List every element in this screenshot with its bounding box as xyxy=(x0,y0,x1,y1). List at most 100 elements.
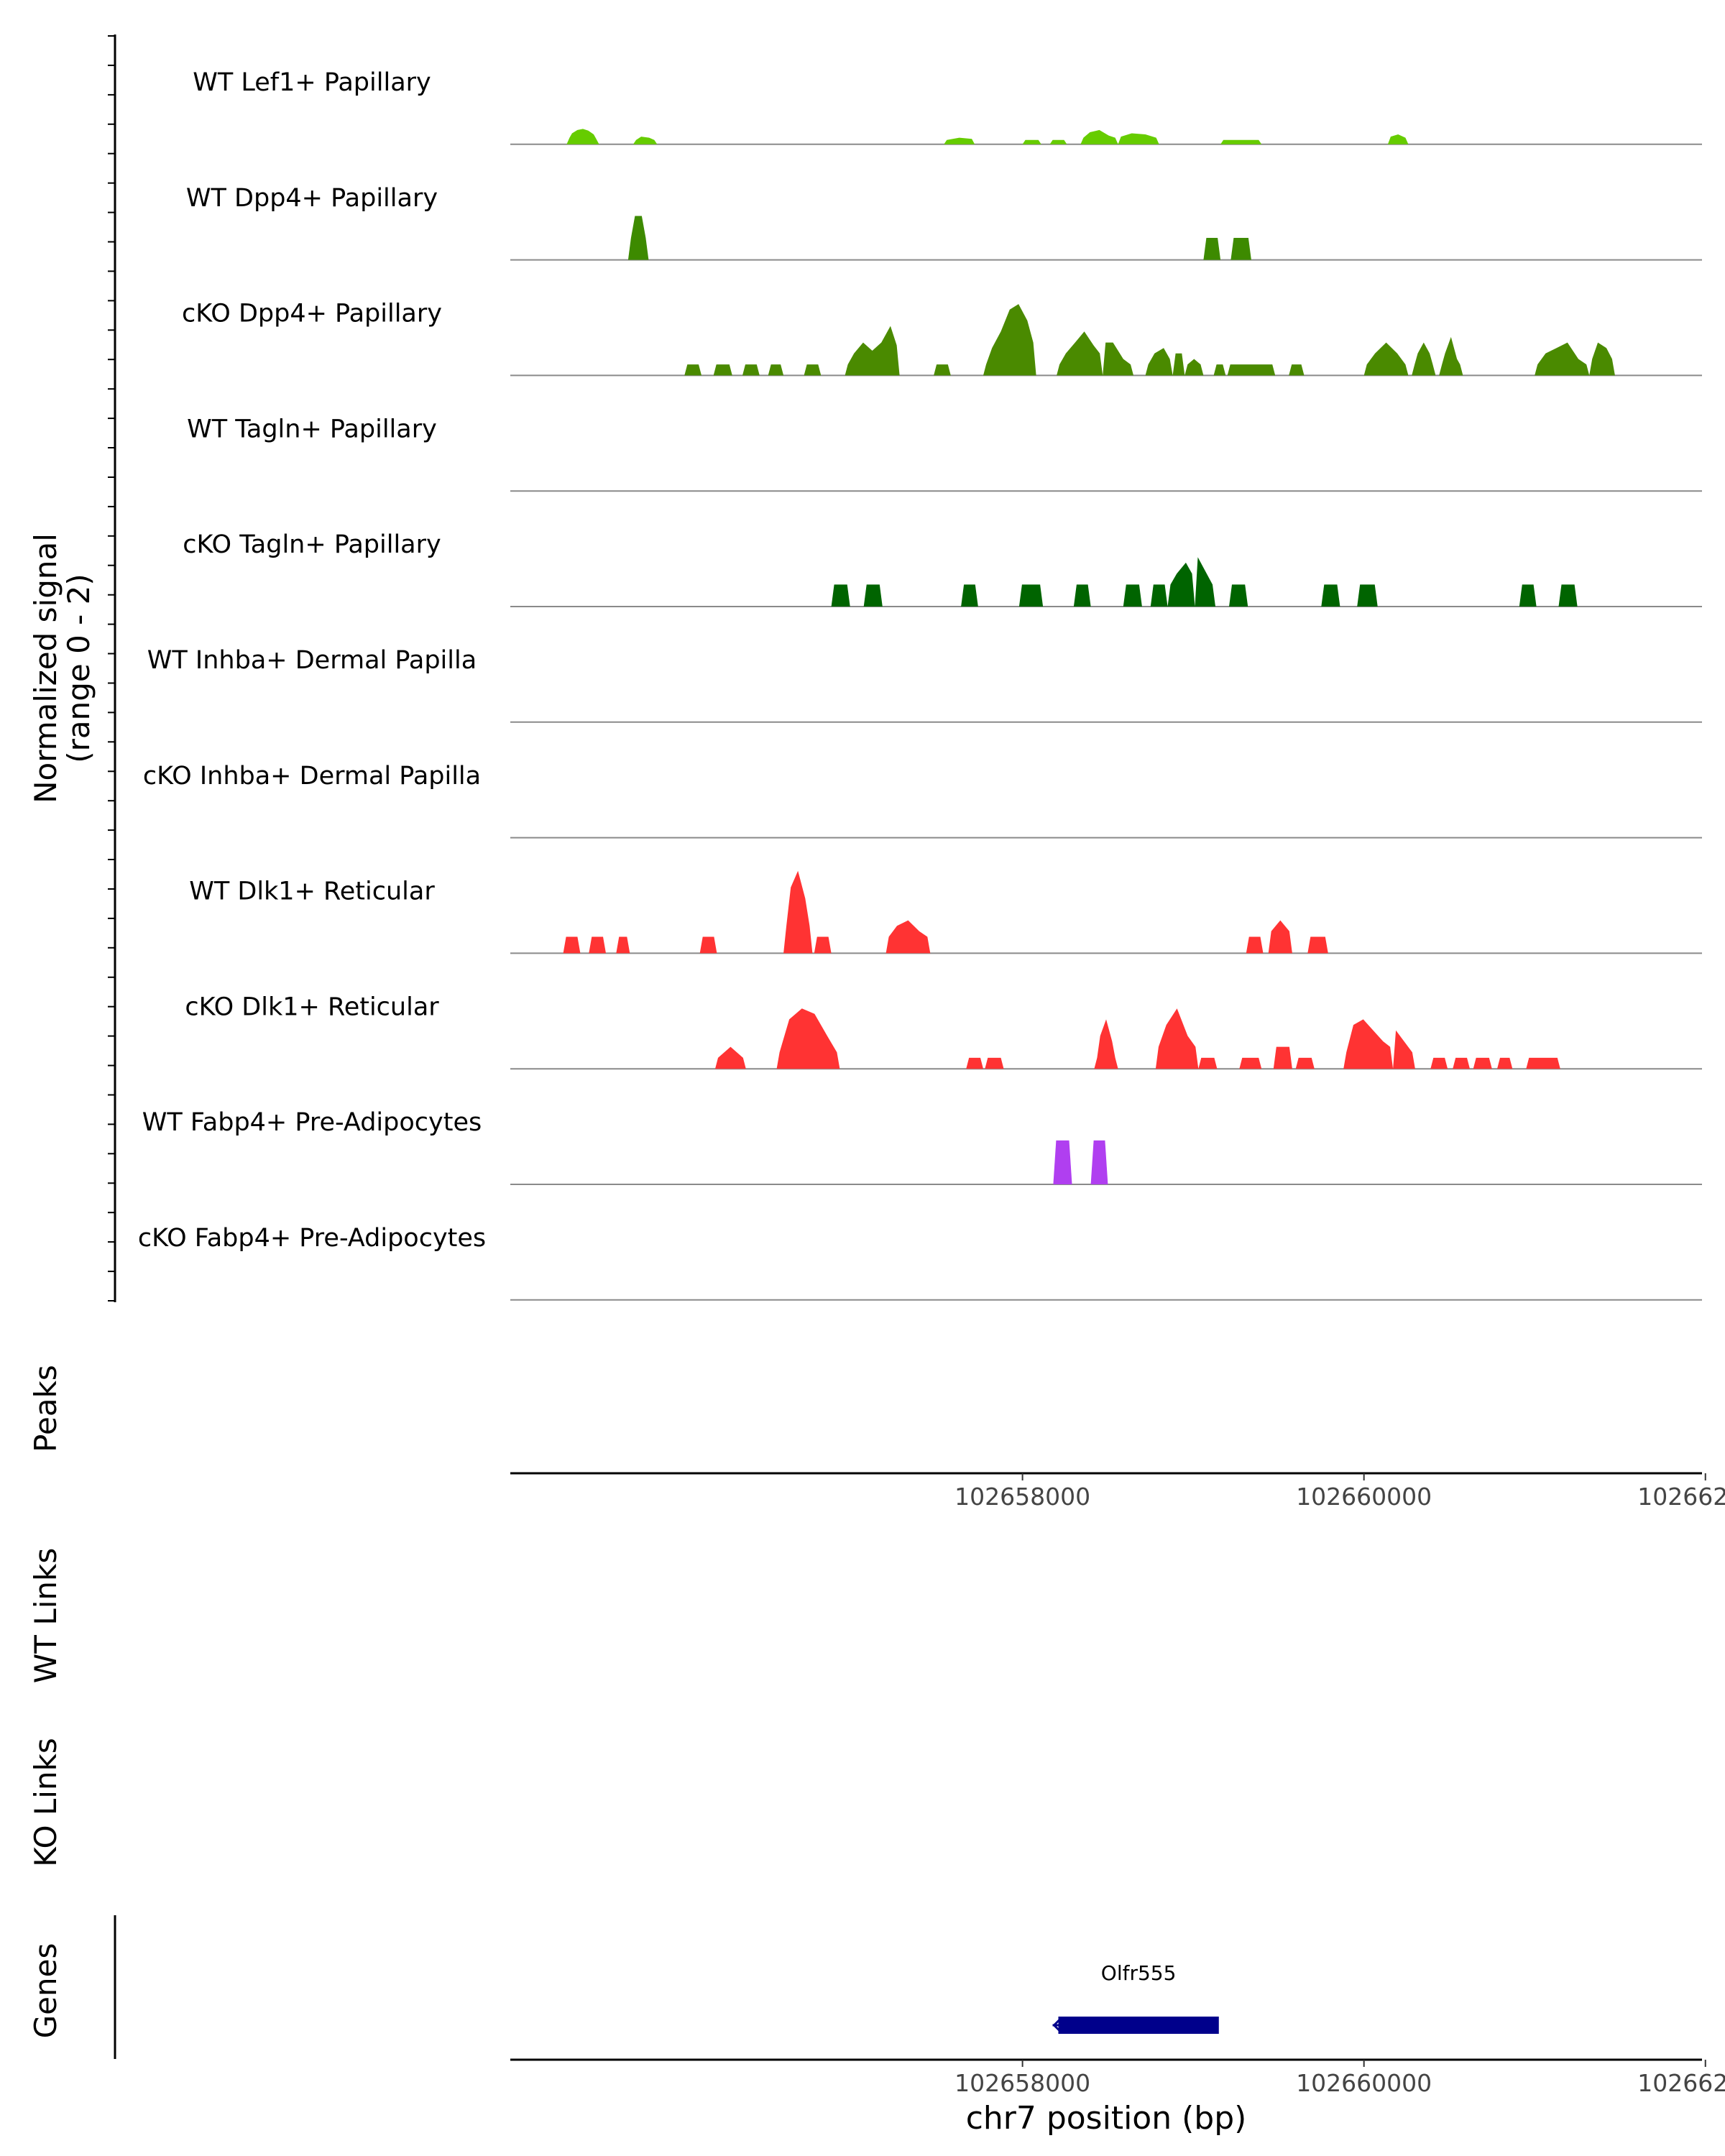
signal-area xyxy=(633,137,658,144)
x-axis-title: chr7 position (bp) xyxy=(966,2100,1247,2137)
track-label: cKO Dlk1+ Reticular xyxy=(185,992,439,1021)
genes-x-axis: 102658000 102660000 102662000 xyxy=(954,2060,1725,2097)
signal-area xyxy=(715,1046,746,1069)
gene-olfr555: Olfr555 xyxy=(1052,1961,1219,2034)
track-10: WT Fabp4+ Pre-Adipocytes xyxy=(142,1108,1702,1185)
signal-area xyxy=(1589,342,1615,376)
signal-area xyxy=(1363,342,1409,376)
x-tick-label: 102660000 xyxy=(1296,1483,1432,1511)
signal-area xyxy=(886,920,931,954)
x-tick-label: 102658000 xyxy=(954,1483,1090,1511)
track-label: cKO Inhba+ Dermal Papilla xyxy=(143,762,481,791)
track-7: cKO Inhba+ Dermal Papilla xyxy=(143,762,1702,839)
signal-area xyxy=(1273,1046,1292,1069)
track-8: WT Dlk1+ Reticular xyxy=(189,870,1702,954)
ko-links-panel-label: KO Links xyxy=(28,1738,63,1867)
track-5: cKO Tagln+ Papillary xyxy=(183,530,1702,607)
signal-area xyxy=(1526,1057,1560,1069)
track-label: WT Dlk1+ Reticular xyxy=(189,877,435,906)
track-11: cKO Fabp4+ Pre-Adipocytes xyxy=(138,1224,1702,1301)
coverage-y-axis-ticks xyxy=(108,35,115,1302)
signal-area xyxy=(1198,1057,1218,1069)
signal-area xyxy=(1150,584,1168,607)
track-9: cKO Dlk1+ Reticular xyxy=(185,992,1702,1070)
signal-area xyxy=(804,364,822,376)
genes-panel-label: Genes xyxy=(28,1943,63,2039)
signal-area xyxy=(1412,342,1436,376)
signal-area xyxy=(627,216,649,260)
signal-area xyxy=(1167,562,1195,607)
signal-area xyxy=(1321,584,1340,607)
track-label: cKO Dpp4+ Papillary xyxy=(182,300,442,328)
signal-area xyxy=(1213,364,1226,376)
wt-links-panel-label: WT Links xyxy=(28,1548,63,1683)
signal-area xyxy=(944,137,975,144)
signal-area xyxy=(1230,238,1251,260)
signal-area xyxy=(1090,1140,1108,1184)
gene-annotations: Olfr555 xyxy=(1052,1961,1219,2034)
signal-area xyxy=(1203,238,1221,260)
peaks-x-axis: 102658000 102660000 102662000 xyxy=(954,1473,1725,1511)
signal-area xyxy=(845,326,900,376)
signal-area xyxy=(863,584,883,607)
signal-area xyxy=(684,364,702,376)
signal-area xyxy=(1195,557,1215,607)
coverage-y-axis-sublabel: (range 0 - 2) xyxy=(61,573,96,763)
signal-area xyxy=(566,129,599,144)
signal-area xyxy=(1295,1057,1315,1069)
track-3: cKO Dpp4+ Papillary xyxy=(182,300,1702,377)
signal-area xyxy=(1155,1008,1199,1069)
coverage-tracks: WT Lef1+ Papillary WT Dpp4+ Papillary cKO … xyxy=(138,68,1702,1301)
signal-area xyxy=(1357,584,1378,607)
signal-area xyxy=(783,870,813,954)
track-1: WT Lef1+ Papillary xyxy=(193,68,1702,145)
signal-area xyxy=(831,584,850,607)
track-label: cKO Fabp4+ Pre-Adipocytes xyxy=(138,1224,486,1253)
track-6: WT Inhba+ Dermal Papilla xyxy=(147,646,1702,723)
signal-area xyxy=(1268,920,1292,954)
x-tick-label: 102662000 xyxy=(1637,1483,1725,1511)
track-label: WT Dpp4+ Papillary xyxy=(186,184,438,213)
signal-area xyxy=(1535,342,1590,376)
signal-area xyxy=(616,936,630,954)
signal-area xyxy=(1387,134,1409,144)
signal-area xyxy=(1239,1057,1262,1069)
track-label: WT Inhba+ Dermal Papilla xyxy=(147,646,477,675)
signal-area xyxy=(1118,133,1159,144)
signal-area xyxy=(1220,139,1262,144)
signal-area xyxy=(1497,1057,1513,1069)
signal-area xyxy=(1393,1030,1415,1069)
x-tick-label: 102662000 xyxy=(1637,2069,1725,2097)
track-label: WT Fabp4+ Pre-Adipocytes xyxy=(142,1108,482,1137)
track-4: WT Tagln+ Papillary xyxy=(187,415,1702,492)
signal-area xyxy=(1094,1019,1118,1069)
signal-area xyxy=(1227,364,1276,376)
signal-area xyxy=(1123,584,1142,607)
signal-area xyxy=(699,936,717,954)
signal-area xyxy=(1080,129,1118,144)
signal-area xyxy=(1473,1057,1492,1069)
signal-area xyxy=(1018,584,1044,607)
signal-area xyxy=(713,364,732,376)
signal-area xyxy=(966,1057,983,1069)
signal-area xyxy=(1439,336,1463,376)
x-tick-label: 102660000 xyxy=(1296,2069,1432,2097)
signal-area xyxy=(1073,584,1091,607)
signal-area xyxy=(1184,359,1204,376)
signal-area xyxy=(1049,139,1067,144)
signal-area xyxy=(1053,1140,1072,1184)
signal-area xyxy=(768,364,784,376)
track-2: WT Dpp4+ Papillary xyxy=(186,184,1702,261)
signal-area xyxy=(814,936,832,954)
signal-area xyxy=(1145,348,1173,376)
gene-body xyxy=(1058,2017,1219,2034)
signal-area xyxy=(1307,936,1328,954)
signal-area xyxy=(563,936,581,954)
coverage-y-axis-label: Normalized signal xyxy=(28,533,63,803)
signal-area xyxy=(1172,353,1185,376)
signal-area xyxy=(1289,364,1305,376)
track-label: WT Tagln+ Papillary xyxy=(187,415,437,443)
signal-area xyxy=(1430,1057,1448,1069)
signal-area xyxy=(1057,331,1103,376)
